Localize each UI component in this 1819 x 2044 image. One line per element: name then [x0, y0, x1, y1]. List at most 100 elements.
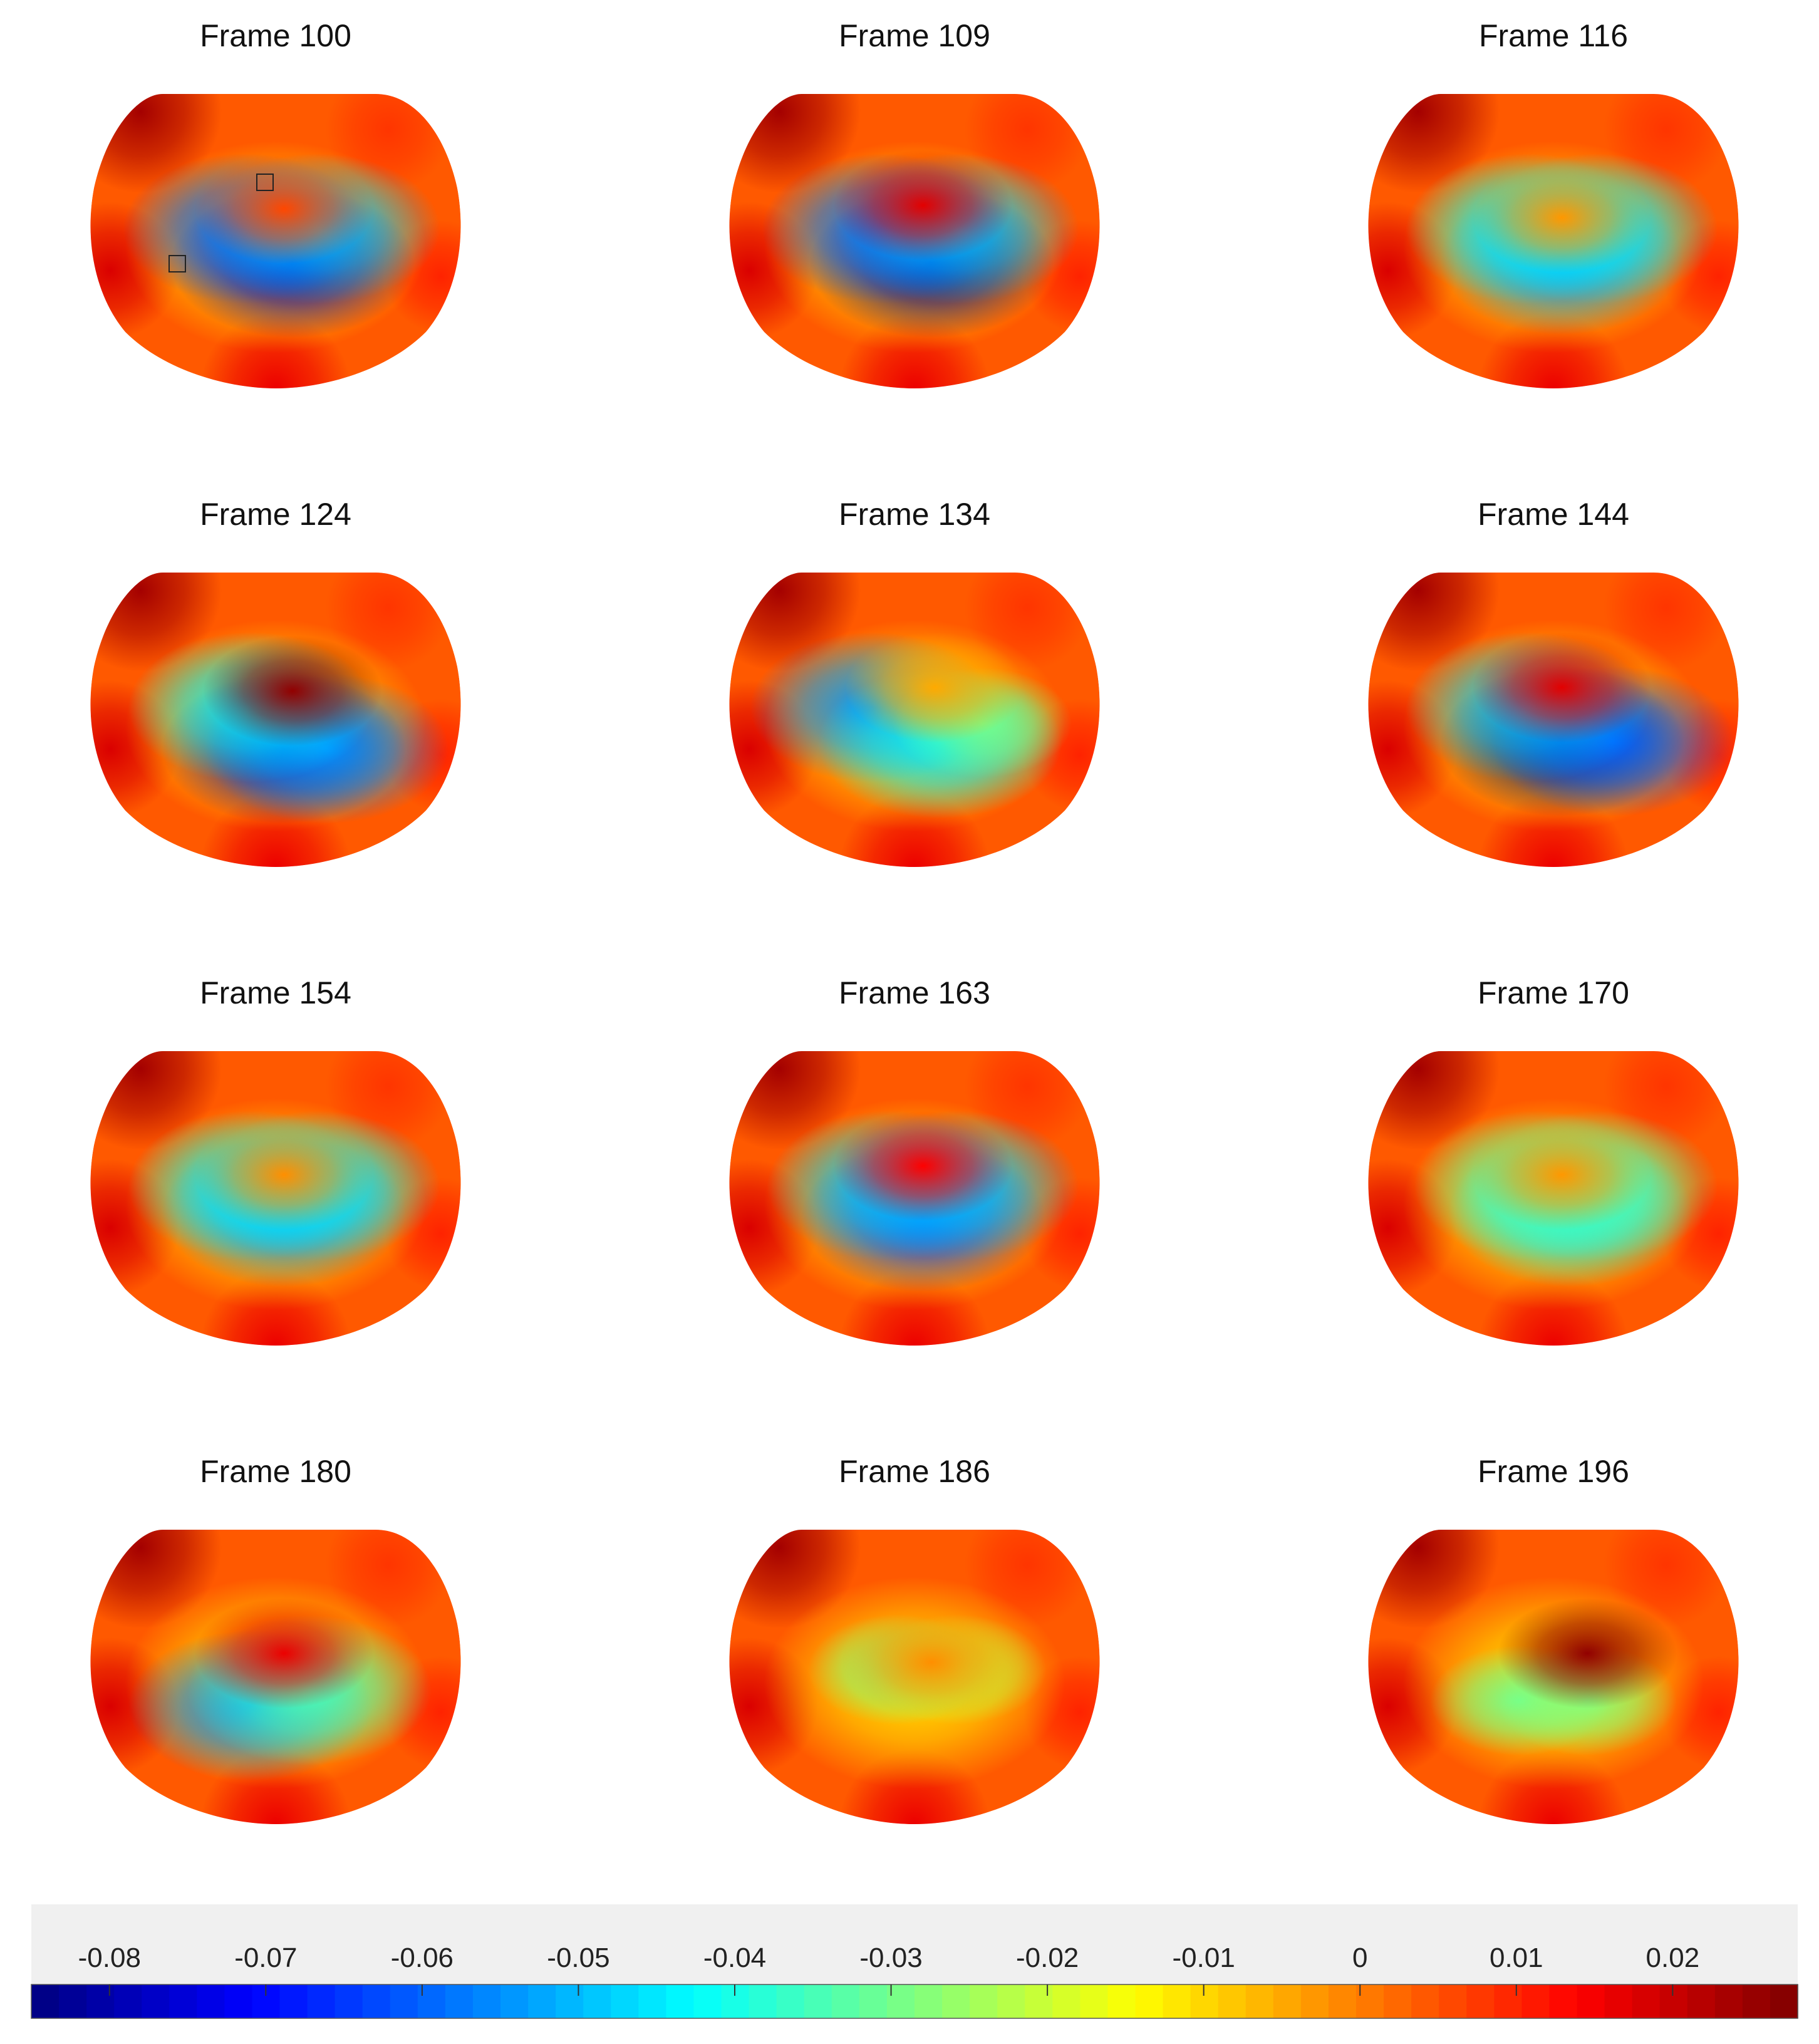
roi-marker [256, 174, 274, 191]
colorbar-segment [583, 1984, 612, 2018]
heatmap-panel [1368, 573, 1739, 867]
colorbar-segment [1742, 1984, 1771, 2018]
warm-spot [200, 313, 351, 388]
colorbar-segment [915, 1984, 943, 2018]
panel-title: Frame 163 [839, 975, 990, 1010]
colorbar-segment [1273, 1984, 1302, 2018]
colorbar-segment [59, 1984, 87, 2018]
warm-spot [839, 313, 990, 388]
colorbar-segment [942, 1984, 970, 2018]
warm-spot [200, 792, 351, 867]
warm-spot [1478, 1270, 1629, 1346]
colorbar-segment [362, 1984, 391, 2018]
colorbar-tick-label: -0.08 [78, 1943, 141, 1973]
colorbar-segment [473, 1984, 501, 2018]
panel-title: Frame 100 [200, 18, 351, 53]
colorbar-tick-label: -0.02 [1016, 1943, 1079, 1973]
colorbar-segment [1135, 1984, 1164, 2018]
colorbar-segment [528, 1984, 556, 2018]
colorbar-segment [169, 1984, 198, 2018]
colorbar-segment [1714, 1984, 1743, 2018]
warm-spot [200, 1749, 351, 1824]
value-blob [833, 1111, 1013, 1222]
colorbar-segment [1300, 1984, 1329, 2018]
colorbar-tick-label: -0.03 [859, 1943, 922, 1973]
panel-title: Frame 144 [1478, 497, 1629, 532]
panel-title: Frame 196 [1478, 1454, 1629, 1489]
colorbar-segment [556, 1984, 584, 2018]
colorbar-segment [390, 1984, 418, 2018]
value-blob [833, 150, 1013, 261]
heatmap-panel [1368, 1530, 1739, 1824]
colorbar-tick-label: -0.06 [391, 1943, 453, 1973]
panel-title: Frame 109 [839, 18, 990, 53]
heatmap-panel [729, 1530, 1100, 1824]
value-blob [203, 635, 382, 746]
warm-spot [200, 1270, 351, 1346]
value-blob [194, 1119, 374, 1230]
colorbar-segment [776, 1984, 805, 2018]
panel-title: Frame 154 [200, 975, 351, 1010]
heatmap-panel [90, 1051, 461, 1346]
colorbar-segment [86, 1984, 115, 2018]
colorbar-tick-label: 0.01 [1490, 1943, 1543, 1973]
colorbar-segment [1687, 1984, 1716, 2018]
panel-title: Frame 116 [1479, 18, 1628, 53]
panel-title: Frame 170 [1478, 975, 1629, 1010]
colorbar-segment [638, 1984, 667, 2018]
colorbar-segment [1494, 1984, 1523, 2018]
colorbar-segment [1190, 1984, 1219, 2018]
value-blob [194, 1598, 374, 1709]
colorbar-segment [142, 1984, 170, 2018]
panel-title: Frame 186 [839, 1454, 990, 1489]
colorbar-segment [1632, 1984, 1661, 2018]
colorbar-segment [1107, 1984, 1136, 2018]
colorbar-segment [1025, 1984, 1054, 2018]
value-blob [1472, 1119, 1652, 1230]
value-blob [1472, 632, 1652, 743]
colorbar-segment [859, 1984, 888, 2018]
warm-spot [839, 792, 990, 867]
colorbar-frame [31, 1984, 1798, 2019]
value-blob [1498, 1598, 1677, 1709]
warm-spot [839, 1749, 990, 1824]
value-blob [194, 153, 374, 264]
panel-title: Frame 124 [200, 497, 351, 532]
heatmap-panel [1368, 94, 1739, 388]
colorbar-segment [224, 1984, 253, 2018]
colorbar-segment [307, 1984, 336, 2018]
colorbar-segment [831, 1984, 860, 2018]
colorbar-segment [611, 1984, 640, 2018]
colorbar-segment [1577, 1984, 1605, 2018]
heatmap-panel [1368, 1051, 1739, 1346]
colorbar-segment [804, 1984, 832, 2018]
colorbar-segment [1604, 1984, 1633, 2018]
colorbar-segment [31, 1984, 60, 2018]
warm-spot [1478, 1749, 1629, 1824]
colorbar-tick-label: -0.05 [547, 1943, 609, 1973]
warm-spot [1478, 313, 1629, 388]
panel-title: Frame 180 [200, 1454, 351, 1489]
heatmap-panel [729, 1051, 1100, 1346]
colorbar-segment [970, 1984, 998, 2018]
colorbar-segment [666, 1984, 695, 2018]
colorbar-segment [1659, 1984, 1688, 2018]
roi-marker [168, 255, 186, 272]
value-blob [842, 1607, 1021, 1718]
colorbar-segment [997, 1984, 1026, 2018]
panel-grid: Frame 100 Frame 109 Frame 116 Frame 124 Fram… [90, 18, 1739, 1824]
heatmap-panel [90, 94, 461, 388]
colorbar-segment [1770, 1984, 1798, 2018]
colorbar-segment [693, 1984, 722, 2018]
colorbar-segment [279, 1984, 308, 2018]
colorbar-tick-label: 0.02 [1646, 1943, 1700, 1973]
colorbar-segment [1245, 1984, 1274, 2018]
colorbar-tick-label: -0.04 [703, 1943, 766, 1973]
colorbar-tick-label: -0.07 [234, 1943, 297, 1973]
colorbar-segment [1052, 1984, 1081, 2018]
colorbar: -0.08 -0.07 -0.06 -0.05 -0.04 -0.03 -0.02 -0.01… [31, 1904, 1798, 2019]
colorbar-segment [500, 1984, 529, 2018]
colorbar-tick-label: 0 [1352, 1943, 1367, 1973]
warm-spot [1478, 792, 1629, 867]
